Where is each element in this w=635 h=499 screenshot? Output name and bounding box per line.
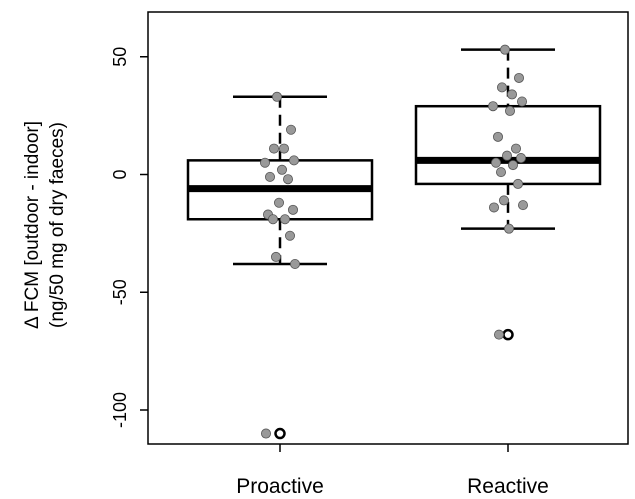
- y-tick-label: 0: [110, 169, 130, 179]
- y-axis-label: Δ FCM [outdoor - indoor] (ng/50 mg of dr…: [22, 121, 68, 329]
- data-point: [490, 157, 501, 168]
- data-point: [501, 150, 512, 161]
- data-point: [493, 329, 504, 340]
- y-axis: 50 0 -50 -100: [110, 47, 148, 428]
- y-tick-label: -50: [110, 279, 130, 305]
- data-point: [487, 101, 498, 112]
- data-point: [278, 143, 289, 154]
- data-point: [499, 44, 510, 55]
- y-tick-label: 50: [110, 47, 130, 67]
- iqr-box: [414, 104, 602, 186]
- data-point: [273, 197, 284, 208]
- x-axis: Proactive Reactive: [236, 444, 549, 498]
- outlier-point: [274, 427, 286, 440]
- x-tick-label: Reactive: [467, 475, 549, 498]
- plot-frame: [147, 11, 629, 445]
- box-group-proactive: [186, 91, 374, 440]
- data-point: [488, 202, 499, 213]
- data-point: [514, 72, 525, 83]
- data-point: [516, 153, 527, 164]
- data-point: [507, 160, 518, 171]
- data-point: [259, 157, 270, 168]
- data-point: [264, 171, 275, 182]
- data-point: [289, 258, 300, 269]
- data-point: [510, 143, 521, 154]
- data-point: [260, 428, 271, 439]
- data-point: [518, 200, 529, 211]
- data-point: [495, 167, 506, 178]
- boxes: [186, 44, 602, 440]
- data-point: [271, 91, 282, 102]
- data-point: [279, 214, 290, 225]
- data-point: [492, 131, 503, 142]
- data-point: [267, 214, 278, 225]
- box-group-reactive: [414, 44, 602, 341]
- y-axis-label-line1: Δ FCM [outdoor - indoor]: [22, 121, 43, 329]
- data-point: [270, 251, 281, 262]
- data-point: [285, 124, 296, 135]
- data-point: [517, 96, 528, 107]
- data-point: [282, 174, 293, 185]
- data-point: [504, 105, 515, 116]
- data-point: [506, 89, 517, 100]
- outlier-point: [502, 328, 514, 341]
- data-point: [288, 155, 299, 166]
- y-axis-label-line2: (ng/50 mg of dry faeces): [47, 122, 68, 328]
- data-point: [287, 204, 298, 215]
- data-point: [498, 195, 509, 206]
- data-point: [503, 223, 514, 234]
- data-point: [496, 82, 507, 93]
- data-point: [284, 230, 295, 241]
- data-point: [276, 164, 287, 175]
- x-tick-label: Proactive: [236, 475, 324, 498]
- data-point: [513, 178, 524, 189]
- y-tick-label: -100: [110, 392, 130, 428]
- data-point: [268, 143, 279, 154]
